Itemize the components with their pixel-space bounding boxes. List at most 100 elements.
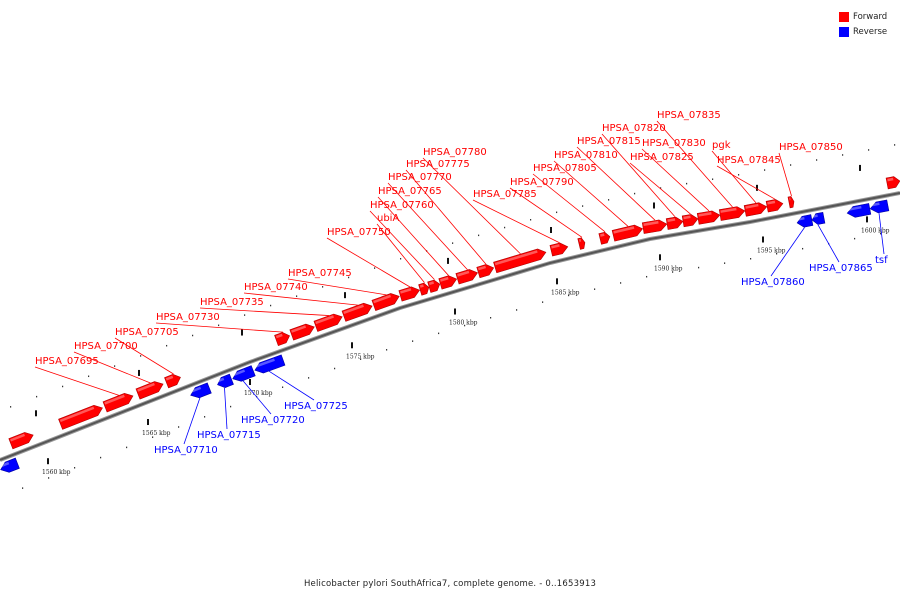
tick-mark	[147, 419, 149, 426]
gene-highlight	[812, 214, 818, 218]
leader-line	[369, 210, 435, 280]
track-dot	[296, 295, 298, 297]
leader-line	[242, 380, 272, 415]
tick-label: 1585 kbp	[551, 289, 580, 296]
track-dot	[868, 149, 870, 151]
gene-highlight	[137, 382, 155, 392]
gene-arrow	[232, 365, 256, 382]
gene-body	[102, 393, 134, 413]
track-dot	[400, 258, 402, 260]
track-dot	[218, 324, 220, 327]
gene-highlight	[343, 304, 364, 314]
track-dot	[542, 301, 544, 303]
gene-body	[190, 382, 212, 399]
leader-line	[576, 146, 656, 221]
leader-line	[114, 337, 174, 375]
track-dot	[74, 467, 76, 469]
leader-line	[472, 199, 560, 244]
track-dot	[178, 426, 180, 428]
gene-label: HPSA_07865	[809, 263, 873, 274]
leader-line	[601, 133, 676, 218]
track-dot	[126, 446, 128, 449]
track-dot	[36, 395, 38, 398]
gene-arrow	[641, 219, 668, 234]
gene-highlight	[254, 358, 275, 369]
minor-tick	[653, 202, 655, 209]
leader-line	[326, 237, 411, 288]
gene-label: HPSA_07825	[630, 152, 694, 163]
track-dot	[438, 332, 440, 335]
gene-arrow	[0, 457, 20, 473]
tick-mark	[659, 254, 661, 261]
minor-tick	[756, 184, 758, 191]
gene-body	[135, 381, 164, 400]
gene-body	[217, 373, 234, 388]
track-dot	[204, 416, 206, 418]
gene-arrow	[102, 393, 134, 413]
gene-highlight	[613, 226, 635, 234]
leader-line	[422, 157, 521, 255]
track-dot	[230, 405, 232, 408]
gene-label: HPSA_07775	[406, 159, 470, 170]
track-dot	[10, 406, 12, 408]
track-dot	[140, 355, 142, 357]
gene-arrow	[418, 282, 430, 296]
leader-line	[770, 227, 805, 277]
track-dot	[646, 275, 648, 278]
track-dot	[516, 309, 518, 311]
gene-arrow	[493, 248, 547, 274]
gene-body	[438, 275, 458, 290]
leader-line	[377, 196, 449, 276]
gene-highlight	[767, 200, 776, 205]
gene-label: HPSA_07785	[473, 189, 537, 200]
gene-arrow	[869, 199, 890, 214]
gene-label: HPSA_07720	[241, 415, 305, 426]
gene-label: HPSA_07700	[74, 341, 138, 352]
track-dot	[48, 477, 50, 479]
gene-body	[598, 231, 611, 245]
tick-mark	[454, 308, 456, 315]
tick-label: 1570 kbp	[244, 390, 273, 397]
gene-label: HPSA_07820	[602, 123, 666, 134]
leader-line	[243, 292, 359, 306]
track-dot	[244, 314, 246, 316]
gene-body	[665, 216, 684, 230]
gene-highlight	[789, 197, 791, 201]
track-dot	[452, 242, 454, 244]
legend-label-reverse: Reverse	[853, 26, 888, 37]
track-dot	[854, 237, 856, 240]
gene-arrow	[398, 286, 421, 302]
gene-body	[493, 248, 547, 274]
gene-highlight	[216, 377, 225, 383]
gene-highlight	[165, 375, 174, 381]
gene-arrow	[577, 237, 586, 250]
gene-label: HPSA_07770	[388, 172, 452, 183]
leader-line	[509, 187, 583, 238]
minor-tick	[859, 164, 861, 171]
tick-label: 1590 kbp	[654, 265, 683, 272]
forward-swatch	[839, 11, 849, 22]
gene-arrow	[681, 214, 699, 228]
track-dot	[334, 367, 336, 370]
gene-arrow	[8, 432, 34, 450]
gene-arrow	[787, 196, 795, 209]
track-dot	[894, 144, 896, 146]
gene-highlight	[720, 207, 737, 213]
track-dot	[842, 154, 844, 156]
reverse-swatch	[839, 26, 849, 37]
leader-line	[376, 223, 425, 283]
track-dot	[62, 385, 64, 388]
legend: Forward Reverse	[839, 9, 887, 39]
track-dot	[556, 211, 558, 214]
gene-arrow	[427, 279, 441, 293]
gene-highlight	[579, 239, 582, 242]
gene-body	[696, 210, 721, 225]
tick-mark	[47, 458, 49, 465]
gene-arrow	[549, 242, 569, 257]
gene-label: pgk	[712, 140, 731, 151]
track-dot	[790, 164, 792, 166]
gene-body	[313, 313, 343, 332]
gene-highlight	[0, 461, 10, 468]
track-dot	[750, 258, 752, 260]
gene-highlight	[698, 212, 712, 217]
